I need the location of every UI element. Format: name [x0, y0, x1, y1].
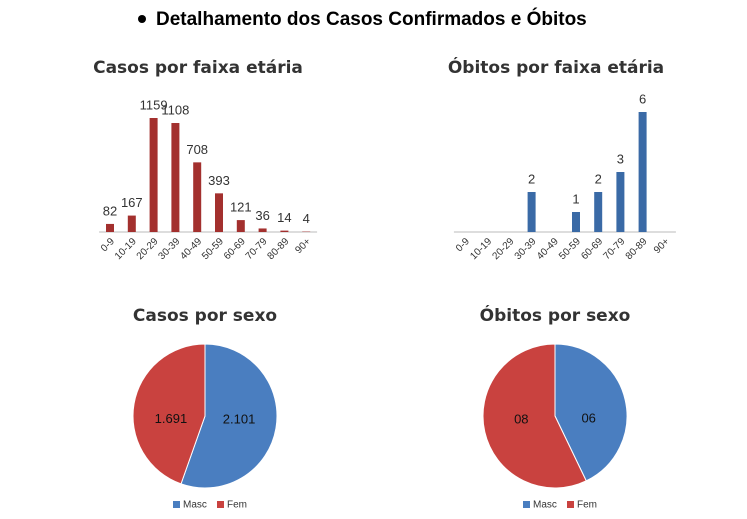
- bullet: [138, 15, 146, 23]
- x-tick-label: 50-59: [200, 236, 226, 262]
- legend-label: Fem: [227, 500, 247, 511]
- page-title: Detalhamento dos Casos Confirmados e Óbi…: [156, 8, 587, 30]
- legend-swatch: [217, 501, 224, 508]
- x-tick-label: 60-69: [579, 236, 605, 262]
- bar: [572, 212, 580, 232]
- legend-swatch: [567, 501, 574, 508]
- data-label: 08: [514, 411, 528, 426]
- data-label: 708: [186, 142, 208, 157]
- data-label: 82: [103, 203, 117, 218]
- x-tick-label: 70-79: [244, 236, 270, 262]
- legend-swatch: [523, 501, 530, 508]
- x-tick-label: 20-29: [491, 236, 517, 262]
- chart-title: Óbitos por faixa etária: [448, 56, 664, 78]
- x-tick-label: 30-39: [157, 236, 183, 262]
- x-tick-label: 10-19: [468, 236, 494, 262]
- bar: [258, 228, 267, 232]
- x-tick-label: 0-9: [454, 236, 472, 254]
- data-label: 2: [595, 171, 602, 186]
- x-tick-label: 70-79: [602, 236, 628, 262]
- x-tick-label: 60-69: [222, 236, 248, 262]
- bar: [106, 223, 114, 232]
- data-label: 2: [528, 171, 535, 186]
- bar: [127, 215, 136, 232]
- bar: [594, 192, 603, 232]
- x-tick-label: 80-89: [266, 236, 292, 262]
- chart-title: Casos por sexo: [133, 306, 277, 326]
- data-label: 1159: [140, 97, 168, 112]
- x-tick-label: 90+: [293, 236, 313, 256]
- bar: [638, 112, 647, 232]
- data-label: 1.691: [155, 411, 188, 426]
- chart-title: Casos por faixa etária: [93, 58, 303, 78]
- x-tick-label: 50-59: [557, 236, 583, 262]
- data-label: 06: [581, 411, 595, 426]
- x-tick-label: 20-29: [135, 236, 161, 262]
- data-label: 393: [208, 173, 230, 188]
- pie-slice: [132, 343, 206, 485]
- pie-slice: [482, 343, 587, 489]
- chart-title: Óbitos por sexo: [480, 304, 631, 326]
- legend-label: Masc: [183, 500, 207, 511]
- bar: [280, 230, 289, 232]
- data-label: 2.101: [223, 411, 256, 426]
- x-tick-label: 40-49: [178, 236, 204, 262]
- legend-swatch: [173, 501, 180, 508]
- x-tick-label: 10-19: [113, 236, 139, 262]
- data-label: 36: [255, 208, 269, 223]
- bar: [149, 118, 158, 232]
- bar: [171, 123, 180, 232]
- data-label: 121: [230, 200, 252, 215]
- bar: [215, 193, 223, 232]
- legend-label: Masc: [533, 500, 557, 511]
- data-label: 6: [639, 91, 646, 106]
- x-tick-label: 40-49: [535, 236, 561, 262]
- x-tick-label: 90+: [652, 236, 672, 256]
- data-label: 4: [303, 211, 310, 226]
- data-label: 1108: [161, 102, 189, 117]
- data-label: 167: [121, 195, 143, 210]
- legend-label: Fem: [577, 500, 597, 511]
- x-tick-label: 30-39: [513, 236, 539, 262]
- bar: [236, 220, 245, 232]
- data-label: 14: [277, 210, 291, 225]
- pie-slice: [554, 343, 628, 482]
- bar: [193, 162, 202, 232]
- bar: [616, 172, 625, 232]
- x-tick-label: 80-89: [624, 236, 650, 262]
- bar: [527, 192, 536, 232]
- data-label: 1: [572, 191, 579, 206]
- data-label: 3: [617, 151, 624, 166]
